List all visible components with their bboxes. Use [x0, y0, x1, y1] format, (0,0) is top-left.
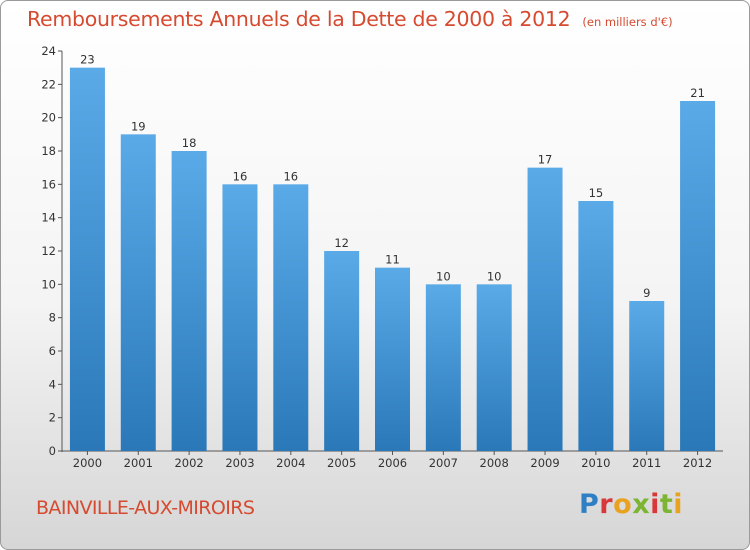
x-tick-label: 2011: [632, 456, 661, 470]
data-label-2011: 9: [643, 286, 650, 300]
bar-2007: [425, 284, 461, 451]
logo-letter: x: [632, 489, 651, 520]
data-label-2002: 18: [182, 136, 197, 150]
x-tick-label: 2001: [124, 456, 153, 470]
data-label-2004: 16: [283, 169, 298, 183]
bar-2011: [629, 301, 665, 451]
bar-2009: [527, 167, 563, 451]
data-label-2007: 10: [436, 269, 451, 283]
logo-letter: P: [579, 489, 600, 520]
logo-letter: t: [659, 489, 674, 520]
x-tick-label: 2008: [480, 456, 509, 470]
data-label-2003: 16: [233, 169, 248, 183]
x-tick-label: 2003: [225, 456, 254, 470]
logo-letter: i: [673, 489, 684, 520]
data-label-2010: 15: [589, 186, 604, 200]
y-tick-label: 0: [49, 444, 56, 458]
x-tick-label: 2000: [73, 456, 102, 470]
data-label-2009: 17: [538, 153, 553, 167]
x-tick-label: 2007: [429, 456, 458, 470]
bar-2005: [324, 251, 360, 451]
logo-letter: o: [613, 489, 633, 520]
data-label-2012: 21: [690, 86, 705, 100]
bar-2006: [375, 267, 410, 451]
logo-letter: i: [650, 489, 660, 520]
bars: [69, 67, 716, 452]
bar-2008: [476, 284, 512, 451]
x-tick-label: 2009: [530, 456, 559, 470]
x-tick-label: 2010: [581, 456, 610, 470]
data-label-2008: 10: [487, 269, 502, 283]
logo-letter: r: [599, 489, 614, 520]
chart-unit: (en milliers d'€): [582, 15, 673, 29]
y-tick-label: 22: [41, 77, 56, 91]
y-tick-label: 4: [49, 377, 56, 391]
bar-2002: [171, 151, 207, 451]
x-tick-label: 2012: [683, 456, 712, 470]
data-label-2005: 12: [334, 236, 349, 250]
bar-2012: [680, 101, 716, 451]
y-tick-label: 24: [41, 44, 56, 58]
y-tick-label: 14: [41, 211, 56, 225]
data-label-2001: 19: [131, 119, 146, 133]
data-label-2006: 11: [385, 253, 400, 267]
data-label-2000: 23: [80, 53, 95, 67]
bar-2004: [273, 184, 309, 452]
y-tick-label: 16: [41, 177, 56, 191]
y-tick-label: 8: [49, 311, 56, 325]
bar-2010: [578, 201, 614, 451]
bar-2001: [120, 134, 156, 452]
proxiti-logo[interactable]: Proxiti: [579, 489, 683, 520]
y-tick-label: 20: [41, 111, 56, 125]
town-name: BAINVILLE-AUX-MIROIRS: [36, 497, 255, 519]
x-tick-label: 2002: [174, 456, 203, 470]
data-labels: 23 19 18 16 16 12 11 10 10 17 15 9 21: [80, 53, 705, 300]
bar-2003: [222, 184, 258, 452]
x-axis: 2000 2001 2002 2003 2004 2005 2006 2007 2008 2009…: [62, 450, 723, 470]
chart-title: Remboursements Annuels de la Dette de 20…: [27, 7, 673, 31]
x-tick-label: 2004: [276, 456, 305, 470]
y-tick-label: 2: [49, 411, 56, 425]
chart-title-text: Remboursements Annuels de la Dette de 20…: [27, 7, 571, 31]
x-tick-label: 2006: [378, 456, 407, 470]
y-tick-label: 18: [41, 144, 56, 158]
y-tick-label: 10: [41, 277, 56, 291]
y-tick-label: 6: [49, 344, 56, 358]
bar-2000: [69, 67, 105, 452]
x-tick-label: 2005: [327, 456, 356, 470]
y-tick-label: 12: [41, 244, 56, 258]
